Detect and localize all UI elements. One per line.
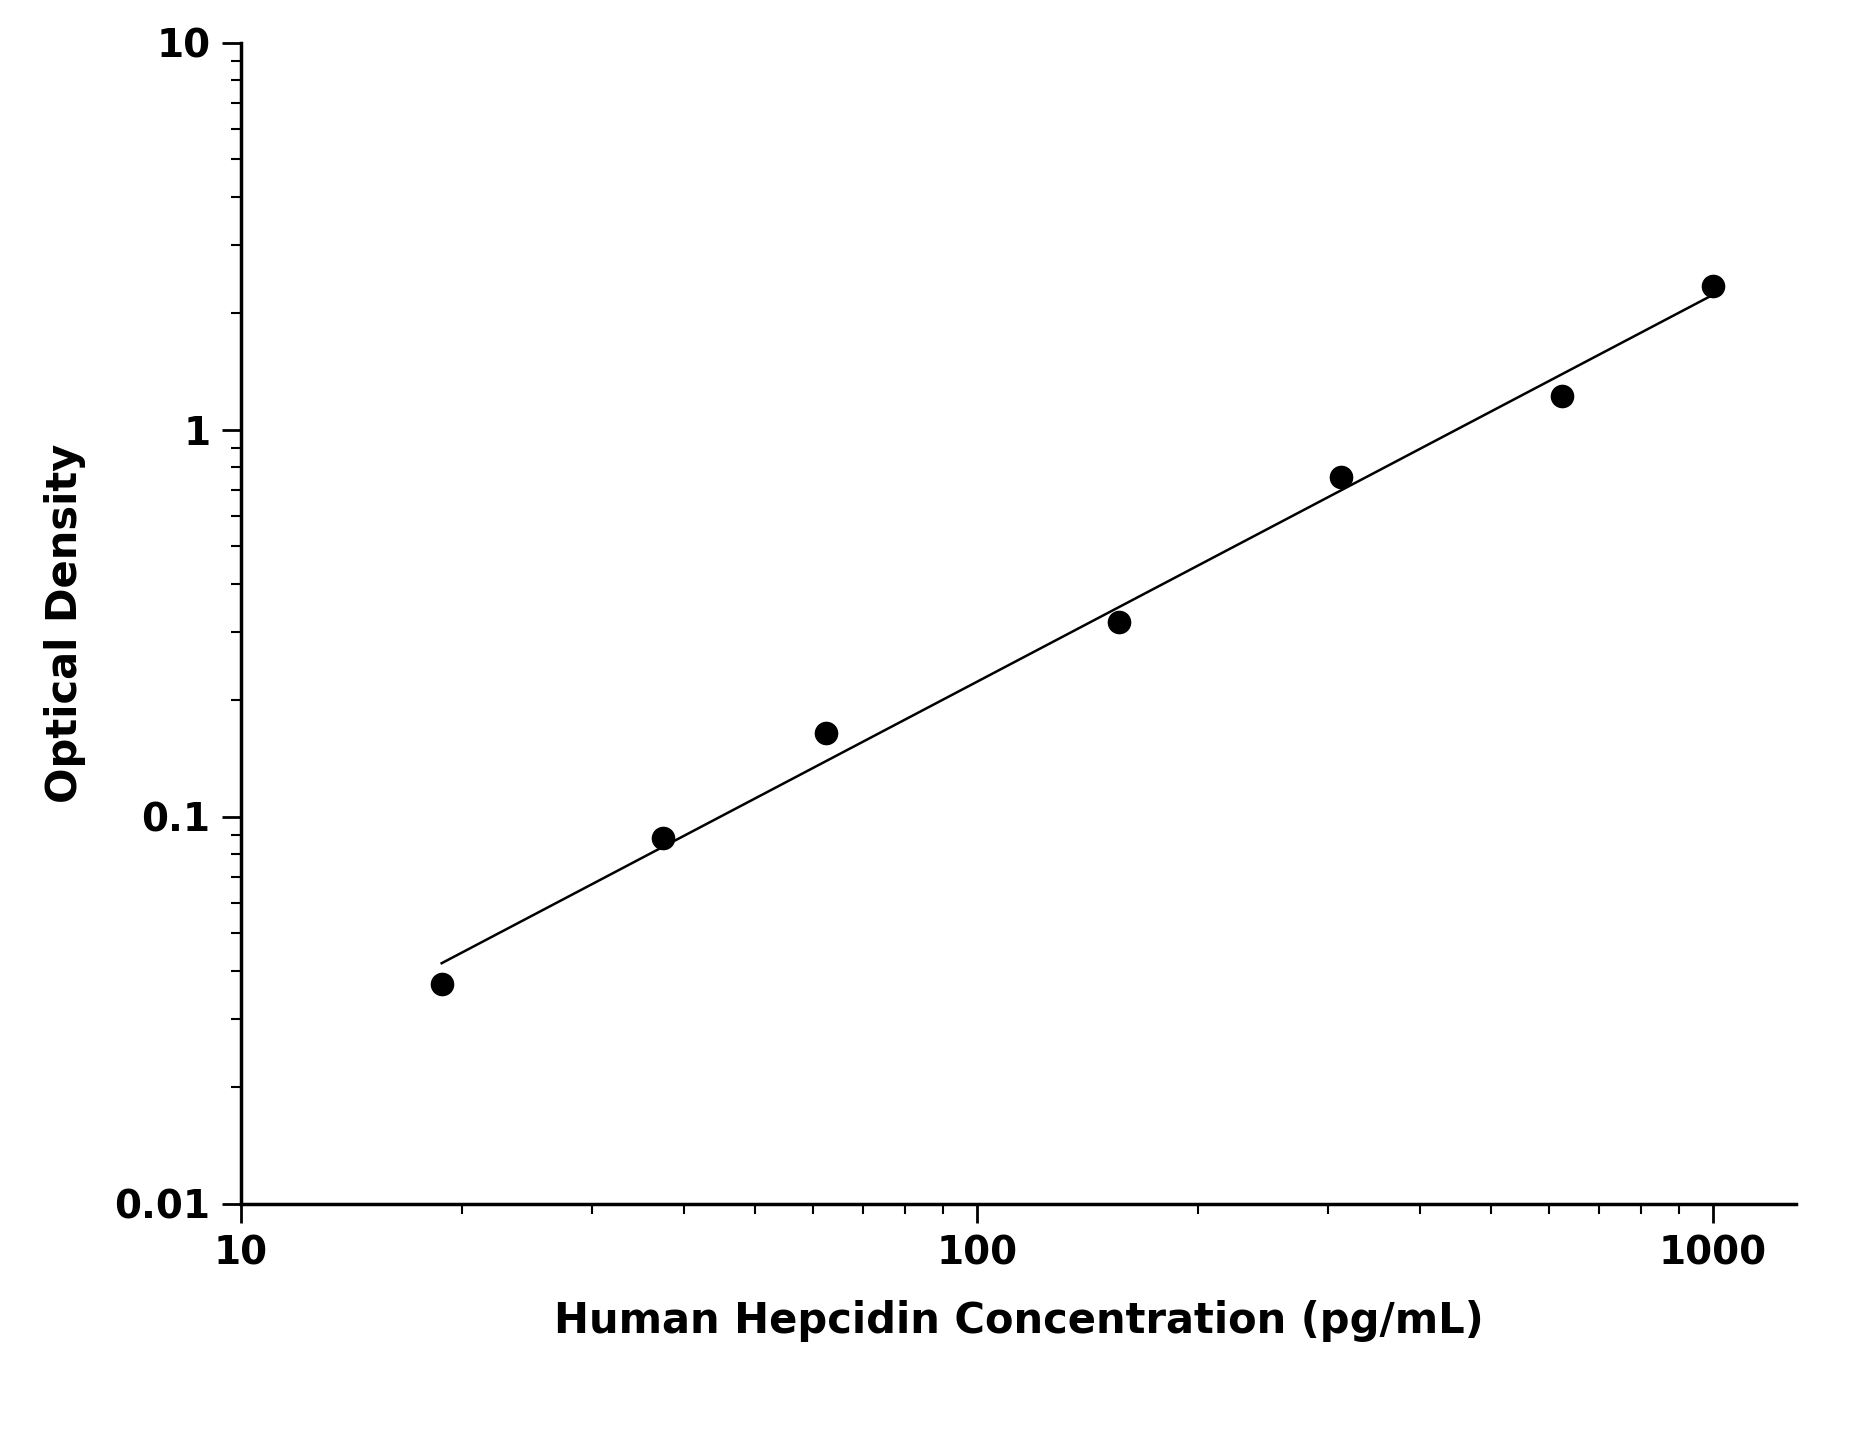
Y-axis label: Optical Density: Optical Density xyxy=(44,444,87,802)
X-axis label: Human Hepcidin Concentration (pg/mL): Human Hepcidin Concentration (pg/mL) xyxy=(554,1300,1483,1343)
